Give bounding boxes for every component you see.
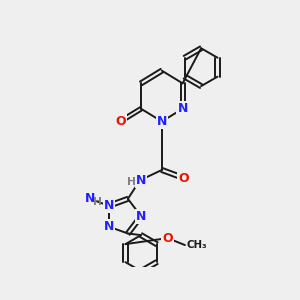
Text: O: O	[162, 232, 173, 244]
Text: N: N	[136, 174, 146, 187]
Text: N: N	[103, 199, 114, 212]
Text: H: H	[127, 176, 136, 187]
Text: N: N	[103, 220, 114, 233]
Text: N: N	[136, 210, 146, 223]
Text: N: N	[157, 115, 167, 128]
Text: O: O	[115, 115, 126, 128]
Text: N: N	[177, 102, 188, 115]
Text: N: N	[85, 192, 95, 206]
Text: H: H	[93, 197, 102, 207]
Text: CH₃: CH₃	[186, 240, 207, 250]
Text: O: O	[178, 172, 189, 184]
